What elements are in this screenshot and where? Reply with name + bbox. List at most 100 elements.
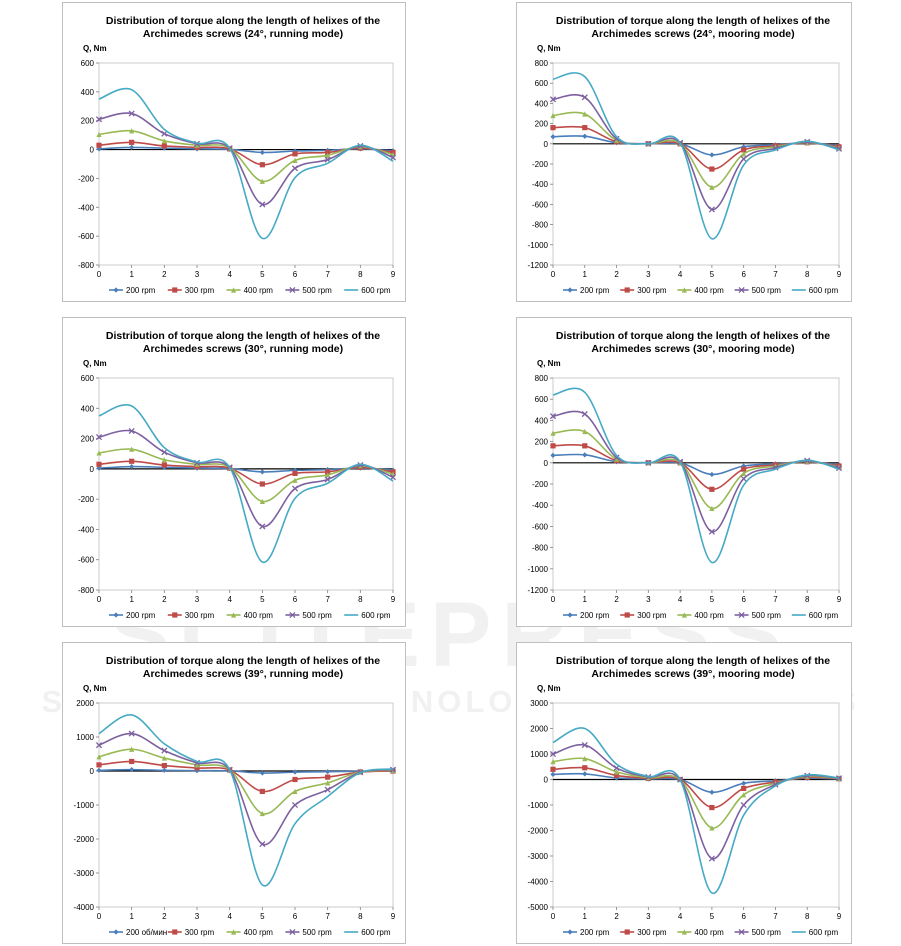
legend-swatch-marker (624, 612, 630, 618)
series-2 (550, 755, 842, 831)
data-point (325, 149, 331, 156)
data-point (581, 94, 588, 101)
series-line (98, 714, 394, 887)
data-point (96, 142, 102, 148)
series-line (552, 72, 840, 240)
series-2 (96, 446, 396, 505)
x-tick-label: 6 (293, 912, 298, 921)
y-tick-label: -2000 (528, 827, 549, 836)
x-tick-label: 4 (227, 595, 232, 604)
data-point (741, 780, 747, 786)
data-point (259, 178, 265, 184)
data-point (129, 128, 135, 134)
data-point (709, 825, 715, 831)
data-point (325, 780, 331, 786)
legend-item: 500 rpm (734, 286, 781, 295)
data-point (194, 765, 200, 771)
legend-label: 600 rpm (361, 611, 391, 620)
y-tick-label: -200 (78, 174, 95, 183)
legend-label: 200 rpm (580, 286, 610, 295)
legend-item: 300 rpm (620, 928, 667, 937)
data-point (96, 131, 102, 138)
series-4 (552, 387, 840, 564)
data-point (128, 427, 135, 435)
legend-swatch-marker (567, 287, 573, 293)
data-point (740, 475, 747, 482)
y-tick-label: -2000 (74, 835, 95, 844)
series-line (552, 135, 840, 156)
x-tick-label: 4 (678, 595, 683, 604)
legend-item: 300 rpm (620, 286, 667, 295)
x-tick-label: 9 (391, 270, 396, 279)
series-0 (550, 771, 842, 795)
legend-label: 300 rpm (185, 611, 215, 620)
legend-swatch-marker (567, 612, 573, 618)
x-tick-label: 6 (741, 270, 746, 279)
y-axis-label: Q, Nm (83, 359, 107, 368)
x-tick-label: 3 (195, 270, 200, 279)
data-point (741, 151, 747, 157)
legend-label: 200 rpm (580, 928, 610, 937)
legend-item: 600 rpm (791, 928, 838, 937)
legend-swatch-marker (738, 928, 745, 936)
y-tick-label: -4000 (74, 903, 95, 912)
data-point (292, 788, 298, 794)
chart-svg: Distribution of torque along the length … (74, 655, 397, 937)
data-point (325, 472, 331, 478)
data-point (741, 466, 747, 472)
x-tick-label: 0 (551, 912, 556, 921)
legend-item: 400 rpm (226, 286, 273, 295)
data-point (324, 476, 331, 483)
data-point (194, 461, 200, 467)
x-tick-label: 6 (741, 595, 746, 604)
y-tick-label: 800 (535, 59, 549, 68)
data-point (709, 152, 715, 158)
y-tick-label: -4000 (528, 878, 549, 887)
series-4 (98, 714, 394, 887)
series-line (552, 757, 840, 829)
x-tick-label: 8 (358, 270, 363, 279)
x-tick-label: 0 (97, 912, 102, 921)
series-line (552, 125, 840, 170)
legend-label: 300 rpm (637, 928, 667, 937)
legend-label: 500 rpm (752, 928, 782, 937)
x-tick-label: 9 (391, 912, 396, 921)
data-point (741, 792, 747, 798)
chart-title-line: Archimedes screws (30°, running mode) (143, 343, 343, 355)
y-tick-label: -400 (78, 203, 95, 212)
data-point (161, 457, 167, 463)
chart-title-line: Distribution of torque along the length … (106, 655, 380, 667)
data-point (259, 788, 265, 794)
x-tick-label: 7 (773, 595, 778, 604)
data-point (613, 456, 620, 462)
y-tick-label: -400 (532, 501, 549, 510)
y-tick-label: -200 (78, 495, 95, 504)
legend-swatch-marker (231, 287, 237, 293)
legend-label: 600 rpm (361, 286, 391, 295)
data-point (324, 786, 331, 793)
legend-swatch-marker (567, 929, 573, 935)
y-tick-label: -800 (78, 586, 95, 595)
legend-item: 300 rpm (167, 928, 214, 937)
legend-label: 200 rpm (126, 286, 156, 295)
chart-panel-39-running: Distribution of torque along the length … (62, 642, 406, 944)
data-point (582, 443, 588, 449)
chart-svg: Distribution of torque along the length … (78, 330, 397, 620)
series-line (98, 732, 394, 846)
x-tick-label: 5 (260, 912, 265, 921)
chart-panel-30-running: Distribution of torque along the length … (62, 317, 406, 627)
legend-swatch-marker (624, 287, 630, 293)
data-point (709, 471, 715, 478)
data-point (550, 766, 556, 772)
data-point (259, 841, 266, 848)
y-tick-label: 600 (535, 79, 549, 88)
chart-panel-24-running: Distribution of torque along the length … (62, 2, 406, 302)
y-tick-label: -1000 (528, 565, 549, 574)
plot-area (98, 702, 394, 908)
series-line (552, 766, 840, 809)
y-tick-label: 0 (90, 146, 95, 155)
data-point (550, 134, 556, 140)
data-point (259, 149, 265, 156)
data-point (582, 133, 588, 139)
chart-title-line: Distribution of torque along the length … (556, 330, 830, 342)
